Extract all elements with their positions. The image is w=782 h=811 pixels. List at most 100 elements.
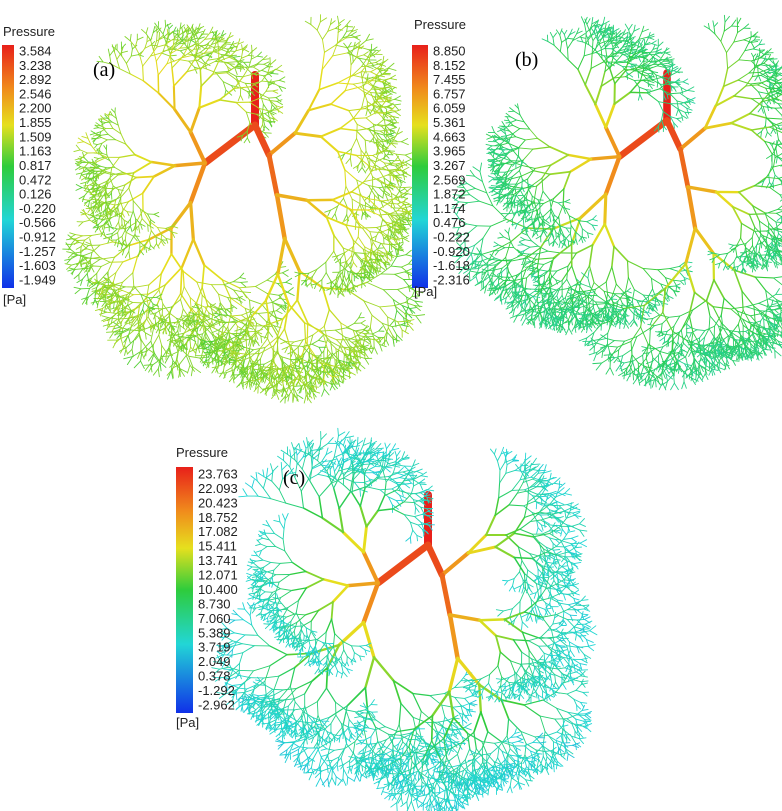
airway-branch	[110, 332, 114, 338]
airway-branch	[227, 308, 234, 310]
airway-branch	[83, 220, 90, 222]
colorbar-tick-label: 1.509	[19, 129, 52, 144]
airway-branch	[322, 39, 324, 52]
airway-branch	[339, 20, 344, 24]
airway-branch	[362, 228, 376, 229]
airway-branch	[581, 17, 584, 24]
airway-branch	[181, 267, 182, 293]
airway-branch	[182, 239, 193, 267]
airway-branch	[269, 133, 295, 155]
airway-branch	[677, 118, 682, 119]
airway-branch	[612, 246, 614, 266]
airway-branch	[670, 269, 679, 272]
airway-branch	[191, 202, 194, 239]
colorbar-tick-label: 2.200	[19, 101, 52, 116]
airway-branch	[289, 387, 293, 394]
airway-branch	[560, 35, 562, 42]
airway-branch	[269, 155, 277, 195]
airway-branch	[349, 346, 350, 354]
airway-branch	[264, 326, 271, 327]
airway-branch	[350, 55, 351, 64]
airway-branch	[101, 262, 110, 266]
airway-branch	[340, 286, 341, 291]
airway-branch	[233, 377, 234, 383]
airway-branch	[305, 21, 311, 24]
airway-branch	[587, 19, 590, 25]
airway-branch	[236, 76, 243, 77]
colorbar-tick-label: -1.257	[19, 244, 56, 259]
airway-branch	[344, 276, 346, 282]
airway-branch	[123, 214, 125, 217]
airway-branch	[361, 320, 365, 323]
airway-branch	[247, 138, 249, 143]
airway-branch	[362, 228, 370, 239]
airway-branch	[345, 87, 360, 91]
airway-branch	[131, 43, 132, 49]
airway-branch	[193, 367, 201, 373]
airway-branch	[213, 73, 227, 74]
airway-branch	[154, 214, 159, 216]
airway-branch	[130, 34, 131, 41]
airway-branch	[237, 382, 242, 387]
airway-branch	[346, 158, 350, 163]
airway-branch	[604, 291, 607, 301]
airway-branch	[373, 155, 385, 162]
airway-branch	[190, 298, 191, 308]
airway-branch	[542, 39, 548, 42]
airway-branch	[127, 300, 133, 303]
airway-branch	[322, 31, 327, 39]
airway-branch	[627, 261, 643, 269]
airway-branch	[212, 367, 216, 373]
airway-branch	[364, 55, 369, 57]
airway-branch	[196, 287, 202, 303]
airway-branch	[159, 93, 175, 109]
airway-branch	[255, 125, 269, 155]
airway-branch	[98, 128, 103, 129]
airway-branch	[172, 58, 182, 68]
airway-branch	[79, 222, 83, 226]
airway-branch	[398, 242, 403, 244]
airway-branch	[82, 274, 87, 280]
airway-branch	[243, 292, 247, 298]
airway-branch	[566, 40, 568, 48]
airway-branch	[591, 62, 603, 69]
airway-branch	[390, 110, 396, 111]
airway-branch	[277, 195, 285, 238]
airway-branch	[163, 42, 166, 51]
airway-branch	[589, 266, 594, 283]
airway-branch	[605, 194, 606, 224]
airway-branch	[585, 68, 591, 84]
airway-branch	[595, 104, 605, 127]
airway-branch	[684, 278, 685, 285]
airway-branch	[241, 55, 248, 58]
airway-branch	[307, 323, 308, 344]
airway-branch	[356, 329, 364, 330]
airway-branch	[140, 55, 143, 66]
airway-branch	[656, 54, 661, 57]
airway-branch	[606, 267, 612, 282]
airway-branch	[258, 313, 266, 321]
airway-branch	[126, 232, 133, 236]
airway-branch	[99, 157, 104, 158]
airway-tree	[63, 15, 425, 403]
airway-branch	[143, 177, 154, 194]
airway-branch	[568, 60, 578, 70]
airway-branch	[332, 192, 351, 200]
airway-branch	[108, 257, 114, 271]
airway-branch	[119, 155, 134, 158]
airway-branch	[212, 343, 220, 344]
airway-branch	[353, 240, 363, 249]
airway-branch	[668, 81, 674, 82]
airway-branch	[370, 315, 372, 327]
airway-branch	[276, 306, 281, 310]
airway-branch	[140, 48, 145, 55]
airway-branch	[181, 299, 184, 309]
airway-branch	[152, 162, 176, 166]
airway-branch	[148, 308, 149, 317]
airway-branch	[265, 126, 269, 130]
airway-branch	[683, 82, 689, 84]
airway-branch	[199, 100, 219, 108]
airway-branch	[200, 70, 201, 86]
airway-branch	[614, 92, 630, 104]
